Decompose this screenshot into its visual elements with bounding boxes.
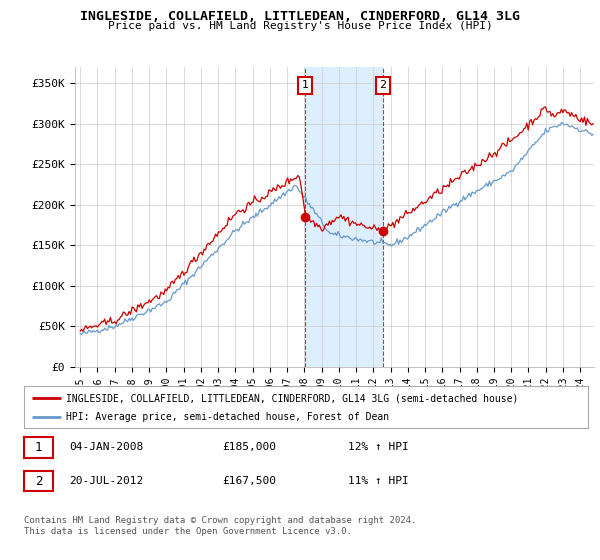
Text: 2: 2 [379,80,386,90]
Text: 1: 1 [35,441,42,454]
Text: Contains HM Land Registry data © Crown copyright and database right 2024.
This d: Contains HM Land Registry data © Crown c… [24,516,416,536]
Text: INGLESIDE, COLLAFIELD, LITTLEDEAN, CINDERFORD, GL14 3LG: INGLESIDE, COLLAFIELD, LITTLEDEAN, CINDE… [80,10,520,23]
Text: £185,000: £185,000 [222,442,276,452]
Text: HPI: Average price, semi-detached house, Forest of Dean: HPI: Average price, semi-detached house,… [66,412,389,422]
Text: 1: 1 [302,80,308,90]
Text: £167,500: £167,500 [222,476,276,486]
Text: Price paid vs. HM Land Registry's House Price Index (HPI): Price paid vs. HM Land Registry's House … [107,21,493,31]
Text: 04-JAN-2008: 04-JAN-2008 [69,442,143,452]
Text: 11% ↑ HPI: 11% ↑ HPI [348,476,409,486]
Text: 20-JUL-2012: 20-JUL-2012 [69,476,143,486]
Text: 2: 2 [35,474,42,488]
Text: INGLESIDE, COLLAFIELD, LITTLEDEAN, CINDERFORD, GL14 3LG (semi-detached house): INGLESIDE, COLLAFIELD, LITTLEDEAN, CINDE… [66,393,518,403]
Text: 12% ↑ HPI: 12% ↑ HPI [348,442,409,452]
Bar [305,67,383,367]
